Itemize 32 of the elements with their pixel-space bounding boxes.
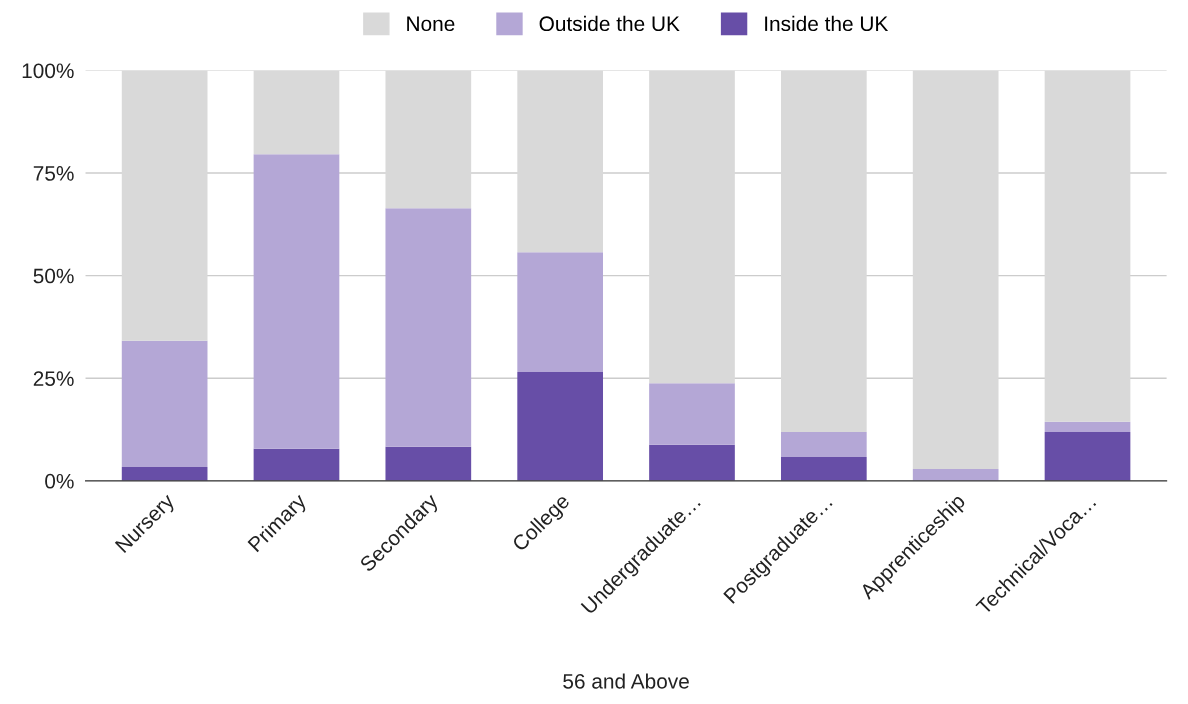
y-tick-label: 100%	[22, 63, 74, 79]
bar	[780, 431, 867, 458]
x-axis-title: 56 and Above	[563, 673, 689, 689]
y-tick-label: 50%	[33, 268, 74, 284]
bar	[649, 383, 735, 445]
bar	[649, 70, 735, 384]
bar	[1044, 421, 1131, 432]
bar	[253, 448, 340, 481]
legend-label: None	[407, 16, 455, 32]
y-tick-label: 0%	[45, 473, 74, 489]
bar	[121, 340, 208, 467]
bar	[121, 70, 208, 341]
y-tick-label: 75%	[33, 166, 74, 181]
bar	[1044, 70, 1131, 422]
bar	[780, 70, 867, 432]
legend-label: Inside the UK	[765, 15, 889, 32]
bar	[385, 70, 472, 209]
bar	[253, 154, 340, 449]
bar	[253, 70, 340, 155]
bar	[649, 444, 735, 481]
bar	[912, 468, 999, 481]
bar	[912, 70, 999, 469]
bar	[385, 446, 472, 481]
bar	[121, 466, 208, 481]
bar	[385, 208, 472, 447]
bar	[1044, 431, 1131, 481]
bar	[780, 457, 867, 481]
bar	[517, 372, 603, 481]
legend-label: Outside the UK	[539, 15, 680, 32]
bar	[517, 252, 603, 373]
y-tick-label: 25%	[33, 371, 74, 386]
bar	[517, 70, 603, 253]
